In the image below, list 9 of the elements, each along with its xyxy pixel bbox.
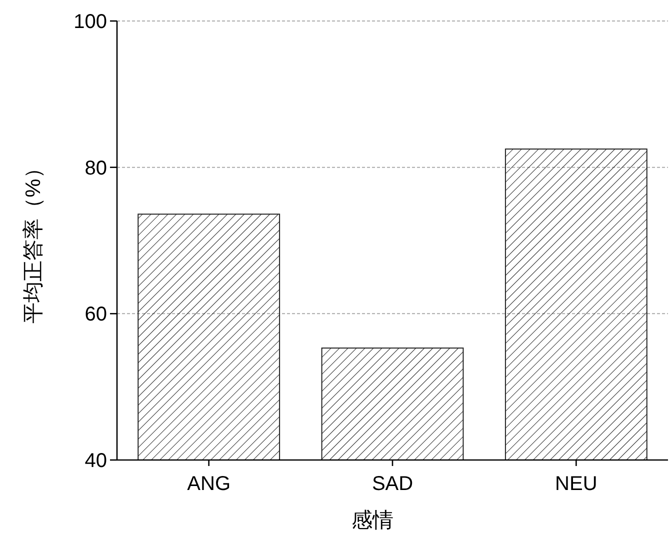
ylabel: 平均正答率（%） (22, 158, 45, 324)
ytick: 40 (84, 450, 107, 472)
xtick: NEU (555, 473, 598, 495)
xtick: SAD (372, 473, 414, 495)
ytick: 60 (84, 304, 107, 326)
ytick: 100 (74, 11, 107, 33)
xlabel: 感情 (352, 509, 394, 532)
xtick: ANG (187, 473, 230, 495)
ytick: 80 (84, 157, 107, 180)
